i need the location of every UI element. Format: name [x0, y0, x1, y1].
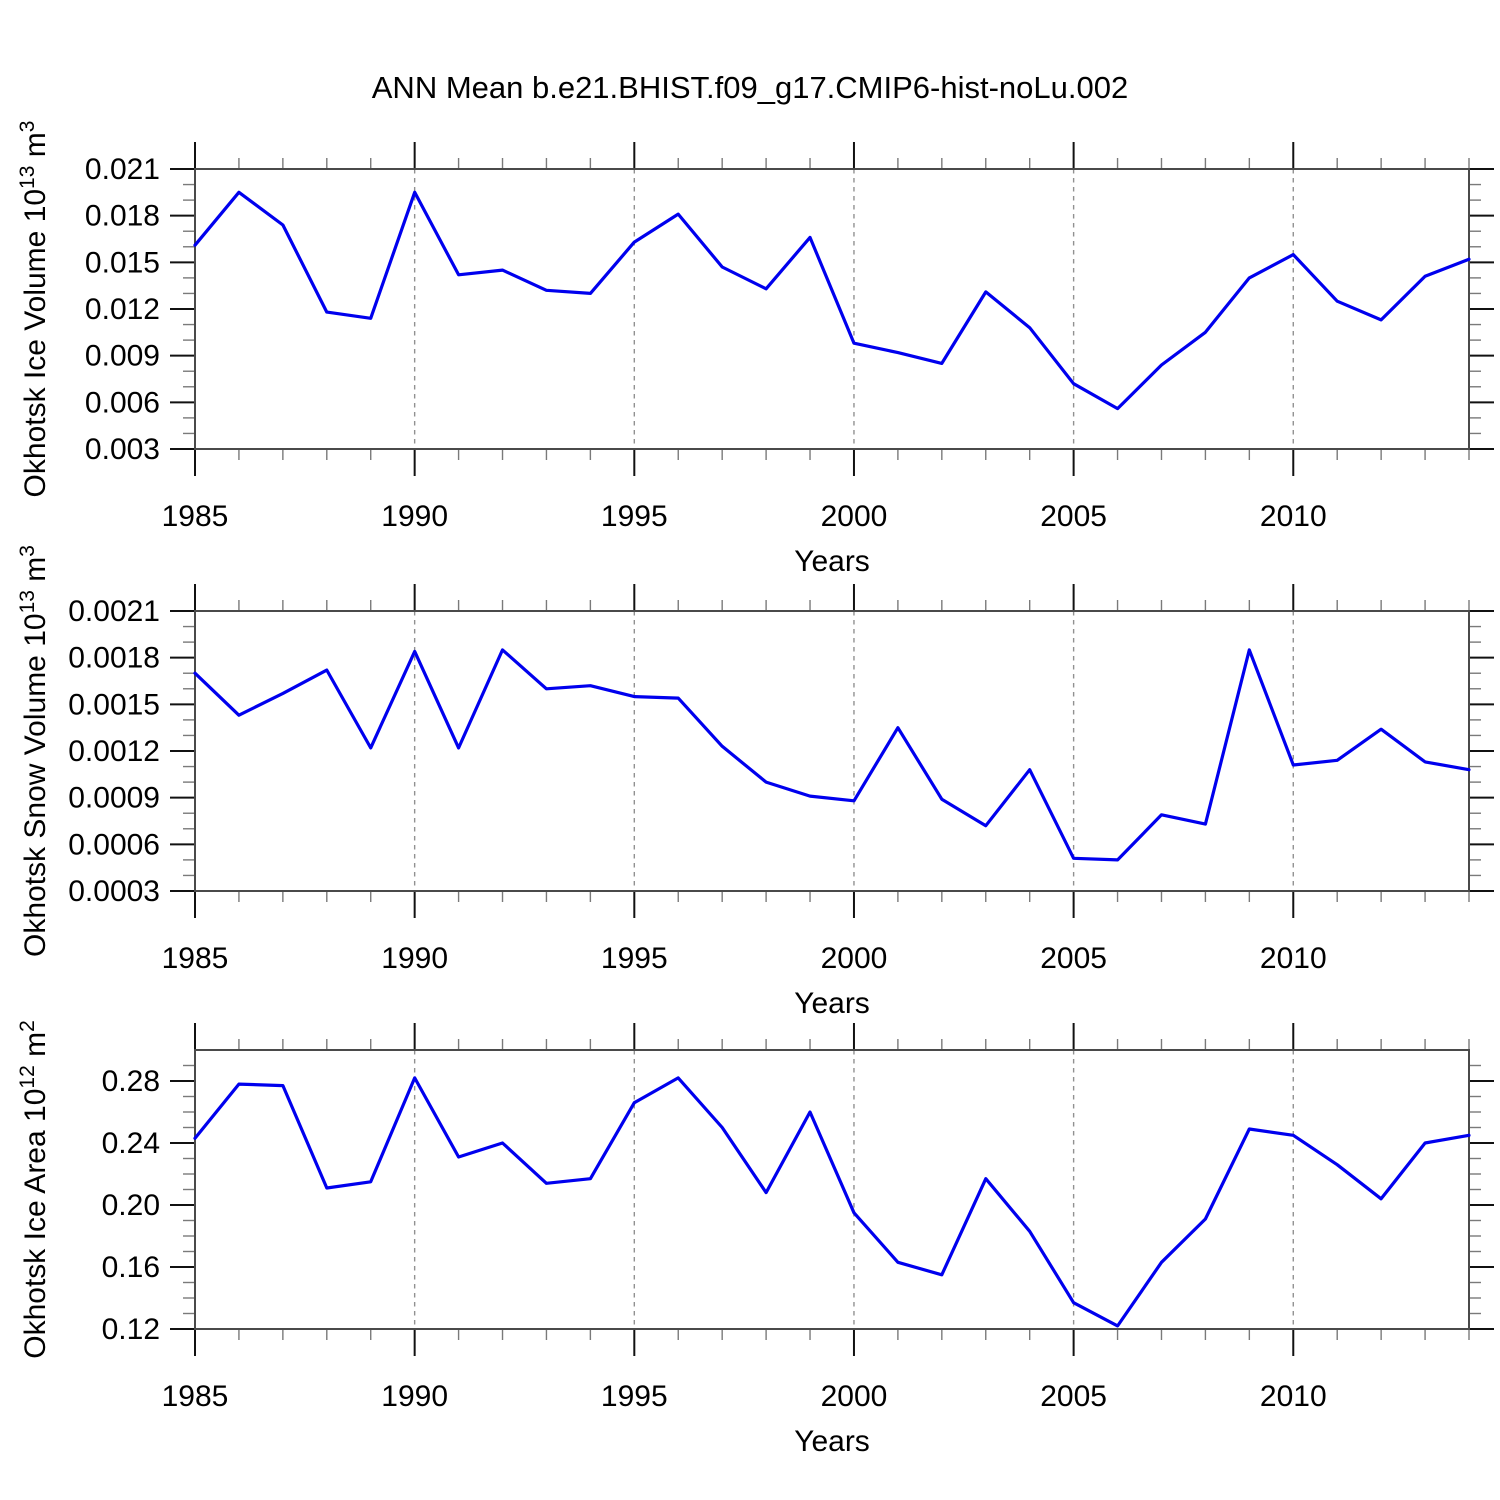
y-tick-label: 0.012 — [85, 293, 160, 326]
y-axis-title-superscript: 2 — [16, 1020, 39, 1032]
chart-okhotsk-snow-volume: 0.0021 0.0018 0.0015 0.0012 0.0009 0.0006 0.00… — [16, 545, 1494, 1020]
y-tick-label: 0.0003 — [68, 875, 160, 908]
y-axis-title-text: m — [19, 132, 52, 165]
y-axis-title-superscript: 13 — [16, 166, 39, 189]
y-tick-label: 0.0006 — [68, 828, 160, 861]
y-tick-label: 0.015 — [85, 246, 160, 279]
x-axis-title: Years — [794, 545, 870, 578]
x-tick-label: 1995 — [601, 500, 668, 533]
x-tick-label: 1985 — [162, 500, 229, 533]
y-axis-title-superscript: 13 — [16, 590, 39, 613]
x-tick-label: 2010 — [1260, 942, 1327, 975]
chart-okhotsk-ice-volume: 0.021 0.018 0.015 0.012 0.009 0.006 0.003 1985 1… — [16, 121, 1494, 578]
y-tick-label: 0.0009 — [68, 782, 160, 815]
x-tick-label: 1990 — [381, 500, 448, 533]
x-axis-title: Years — [794, 987, 870, 1020]
y-axis-title: Okhotsk Ice Area 1012 m2 — [16, 1020, 52, 1359]
x-tick-label: 2005 — [1040, 500, 1107, 533]
x-tick-label: 1990 — [381, 942, 448, 975]
y-tick-label: 0.0012 — [68, 735, 160, 768]
data-line — [193, 190, 1471, 411]
y-tick-label: 0.018 — [85, 200, 160, 233]
y-axis-title-text: m — [19, 557, 52, 590]
y-tick-label: 0.0021 — [68, 595, 160, 628]
y-axis-title-text: Okhotsk Snow Volume 10 — [19, 613, 52, 957]
y-tick-label: 0.28 — [102, 1065, 160, 1098]
plot-frame — [194, 1049, 1470, 1330]
x-tick-label: 1985 — [162, 942, 229, 975]
y-axis-title: Okhotsk Snow Volume 1013 m3 — [16, 545, 52, 957]
y-tick-label: 0.021 — [85, 153, 160, 186]
x-tick-label: 1985 — [162, 1380, 229, 1413]
y-tick-label: 0.0015 — [68, 688, 160, 721]
chart-okhotsk-ice-area: 0.28 0.24 0.20 0.16 0.12 1985 1990 1995 2000 2005… — [16, 1020, 1494, 1458]
y-axis-title: Okhotsk Ice Volume 1013 m3 — [16, 121, 52, 498]
y-tick-label: 0.24 — [102, 1127, 160, 1160]
y-tick-label: 0.20 — [102, 1189, 160, 1222]
x-tick-label: 1995 — [601, 1380, 668, 1413]
x-tick-label: 2000 — [821, 942, 888, 975]
y-axis-title-superscript: 12 — [16, 1065, 39, 1088]
data-line — [193, 648, 1471, 862]
y-axis-title-text: m — [19, 1032, 52, 1065]
x-tick-label: 2010 — [1260, 500, 1327, 533]
x-tick-label: 2000 — [821, 500, 888, 533]
y-axis-title-text: Okhotsk Ice Volume 10 — [19, 189, 52, 498]
x-tick-label: 2005 — [1040, 942, 1107, 975]
x-tick-label: 2000 — [821, 1380, 888, 1413]
x-tick-label: 1990 — [381, 1380, 448, 1413]
plot-frame — [194, 168, 1470, 450]
x-axis-title: Years — [794, 1425, 870, 1458]
y-axis-title-superscript: 3 — [16, 121, 39, 133]
data-line — [193, 1076, 1471, 1328]
x-tick-label: 2010 — [1260, 1380, 1327, 1413]
y-tick-label: 0.006 — [85, 386, 160, 419]
y-axis-title-text: Okhotsk Ice Area 10 — [19, 1089, 52, 1359]
y-tick-label: 0.16 — [102, 1251, 160, 1284]
y-tick-label: 0.12 — [102, 1313, 160, 1346]
x-tick-label: 2005 — [1040, 1380, 1107, 1413]
y-tick-label: 0.009 — [85, 340, 160, 373]
figure-title: ANN Mean b.e21.BHIST.f09_g17.CMIP6-hist-… — [371, 70, 1129, 105]
x-tick-label: 1995 — [601, 942, 668, 975]
y-axis-title-superscript: 3 — [16, 545, 39, 557]
y-tick-label: 0.0018 — [68, 642, 160, 675]
y-tick-label: 0.003 — [85, 433, 160, 466]
plot-frame — [194, 610, 1470, 892]
